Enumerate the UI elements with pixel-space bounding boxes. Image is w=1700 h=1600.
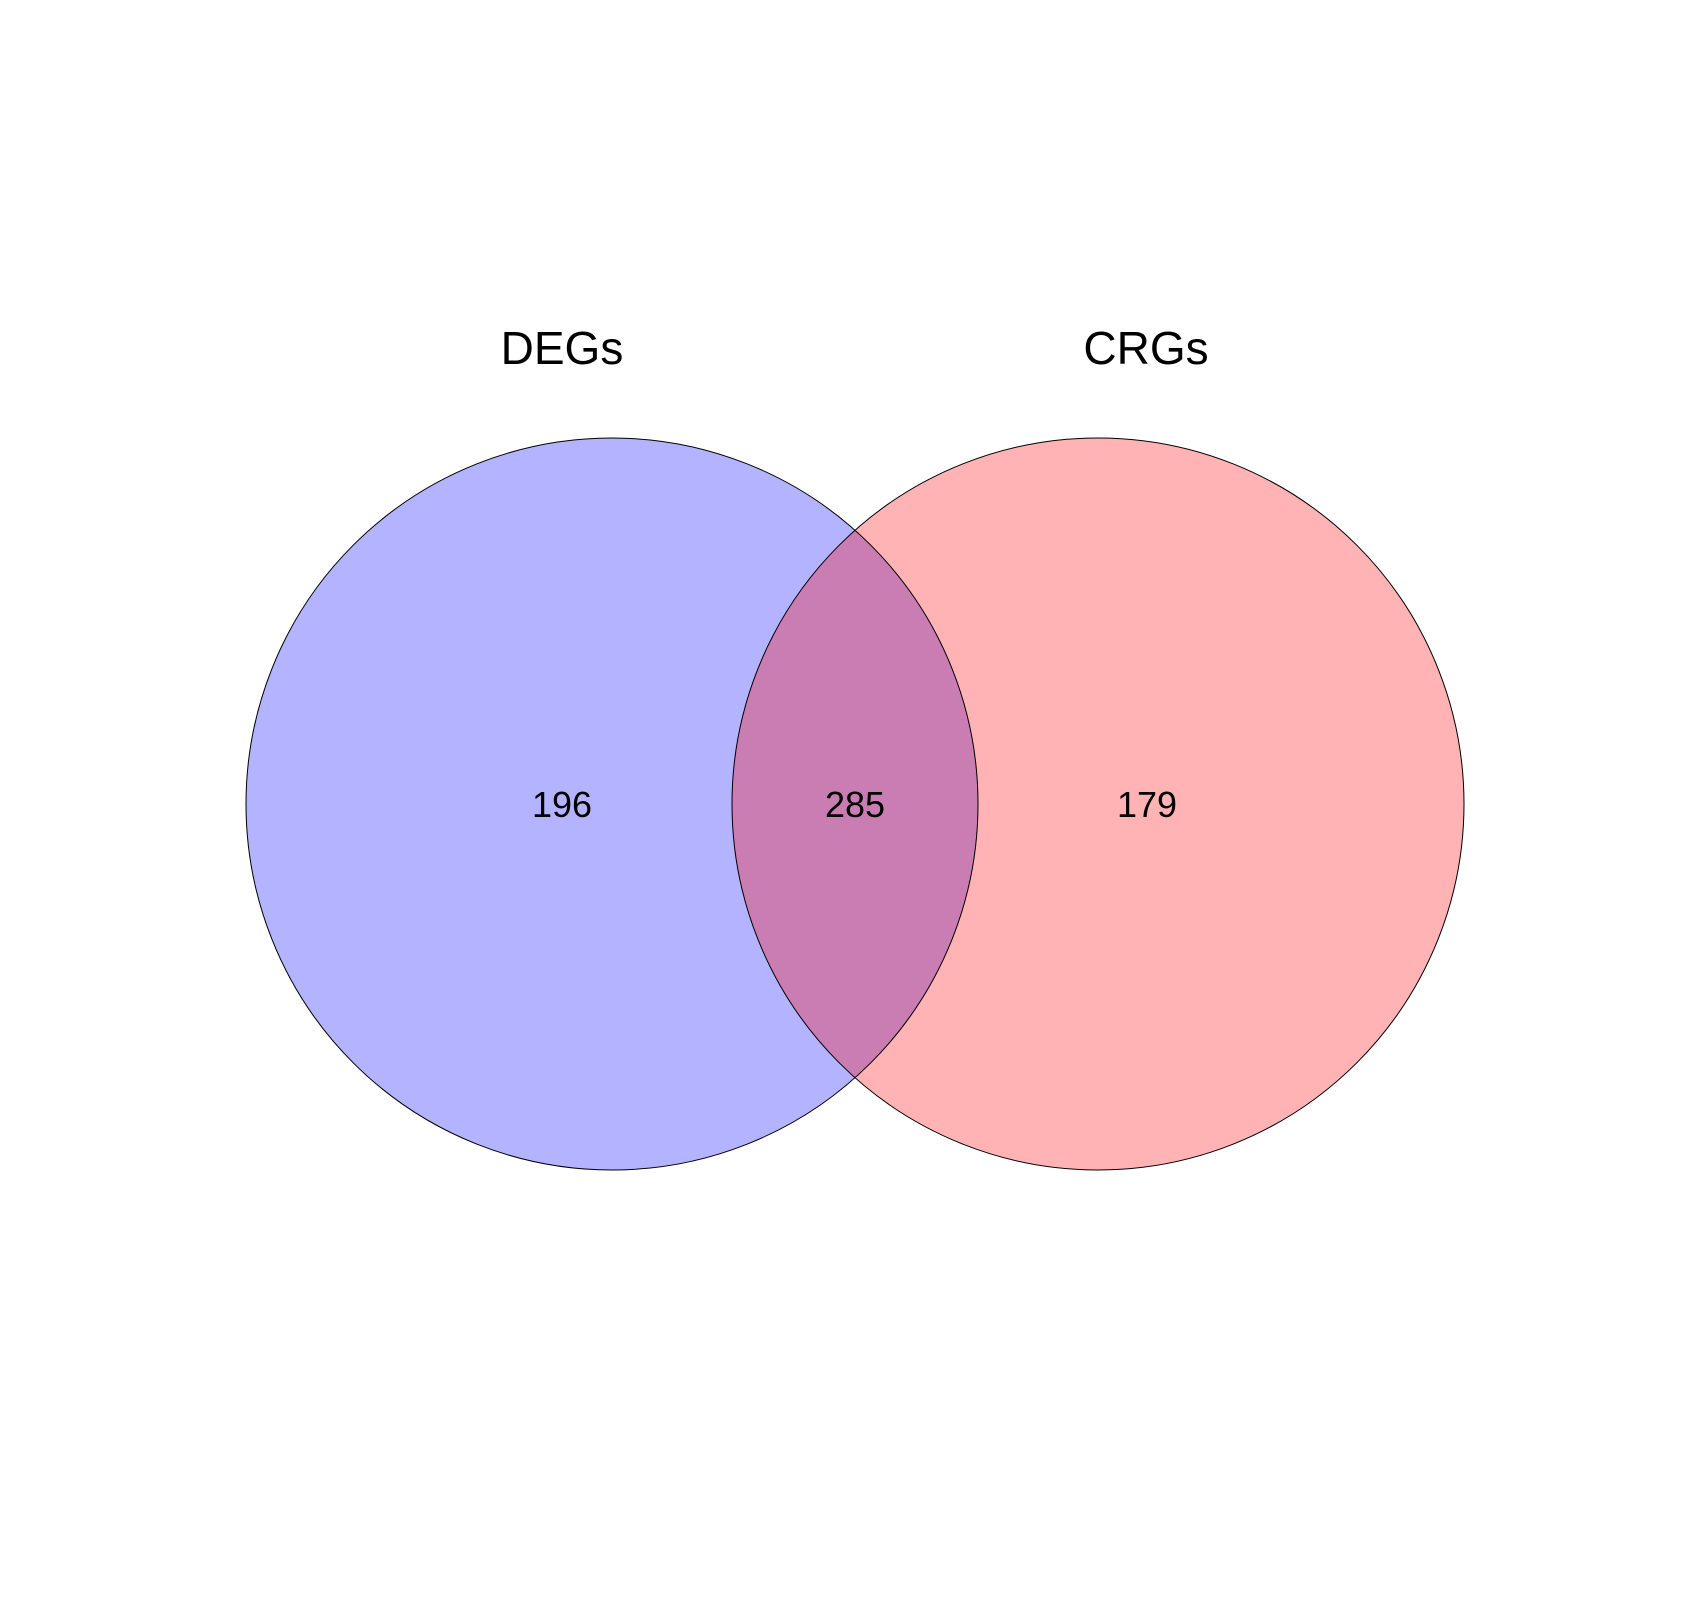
crgs-only-count: 179	[1117, 784, 1177, 825]
degs-only-count: 196	[532, 784, 592, 825]
degs-set-outline	[245, 437, 979, 1171]
crgs-set-outline	[731, 437, 1465, 1171]
crgs-set-label: CRGs	[1083, 322, 1208, 374]
intersection-count: 285	[825, 784, 885, 825]
degs-set-label: DEGs	[501, 322, 624, 374]
intersection-fill	[732, 438, 978, 1170]
